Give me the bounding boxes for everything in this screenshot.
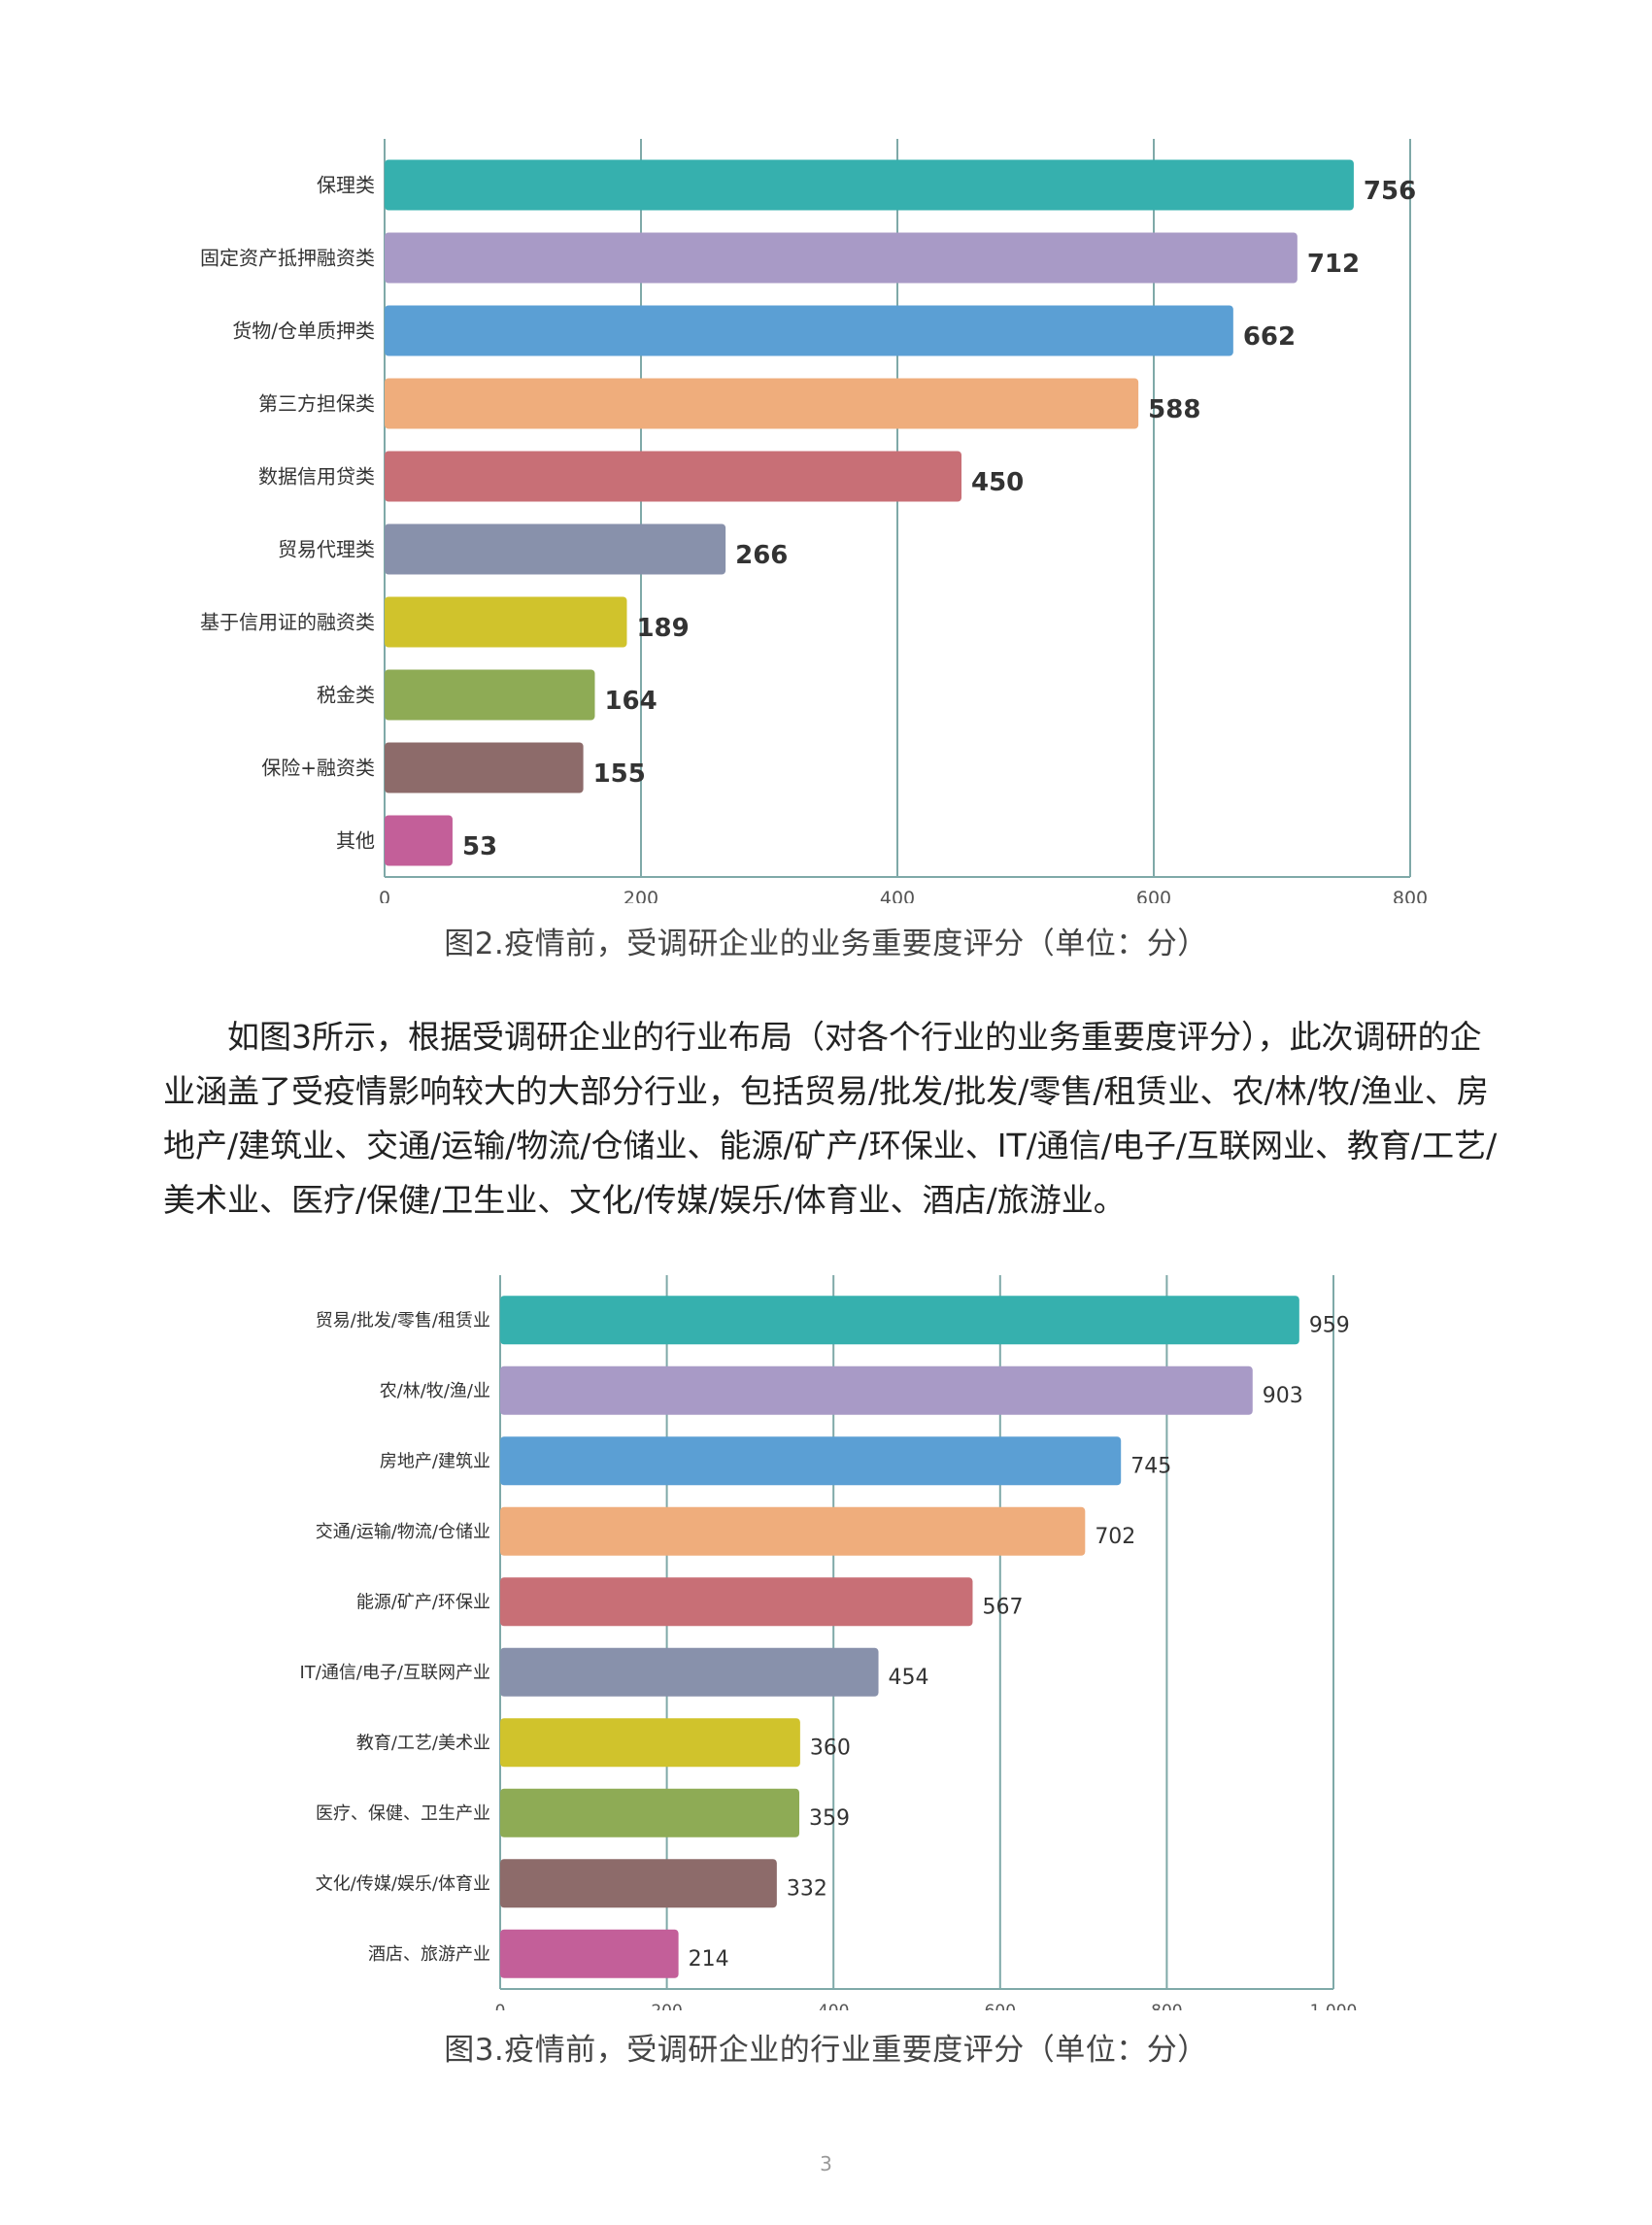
figure-2-caption: 图2.疫情前，受调研企业的业务重要度评分（单位：分） (444, 927, 1208, 961)
data-label: 164 (604, 687, 657, 716)
category-label: 基于信用证的融资类 (200, 611, 375, 634)
bar (500, 1929, 679, 1978)
category-label: 文化/传媒/娱乐/体育业 (316, 1874, 490, 1895)
category-label: 贸易/批发/零售/租赁业 (316, 1311, 490, 1332)
bar (385, 378, 1139, 429)
x-tick-label: 1,000 (1310, 2002, 1358, 2010)
x-tick-label: 400 (880, 888, 915, 903)
bar (385, 523, 726, 575)
page-number: 3 (820, 2152, 832, 2175)
data-label: 454 (889, 1666, 929, 1690)
category-label: 第三方担保类 (258, 392, 375, 416)
bar (500, 1577, 973, 1627)
category-label: 贸易代理类 (278, 538, 375, 561)
category-label: 税金类 (317, 684, 375, 707)
bar (500, 1788, 800, 1837)
bar (500, 1859, 777, 1908)
bar (385, 596, 627, 648)
bar (385, 159, 1354, 211)
x-tick-label: 800 (1151, 2002, 1182, 2010)
data-label: 450 (971, 468, 1024, 497)
data-label: 214 (689, 1947, 729, 1972)
paragraph-text: 如图3所示，根据受调研企业的行业布局（对各个行业的业务重要度评分），此次调研的企… (163, 1018, 1498, 1219)
body-paragraph: 如图3所示，根据受调研企业的行业布局（对各个行业的业务重要度评分），此次调研的企… (163, 1010, 1503, 1228)
category-label: 交通/运输/物流/仓储业 (316, 1522, 490, 1542)
category-label: 货物/仓单质押类 (232, 320, 375, 343)
category-label: 数据信用贷类 (258, 465, 375, 489)
bar (500, 1436, 1122, 1486)
category-label: 保理类 (317, 174, 375, 197)
data-label: 360 (810, 1736, 851, 1760)
data-label: 53 (462, 832, 497, 861)
x-tick-label: 600 (985, 2002, 1016, 2010)
x-tick-label: 800 (1393, 888, 1428, 903)
data-label: 712 (1307, 250, 1360, 279)
data-label: 756 (1364, 177, 1416, 206)
data-label: 903 (1263, 1384, 1303, 1408)
figure-3-caption: 图3.疫情前，受调研企业的行业重要度评分（单位：分） (444, 2033, 1208, 2068)
data-label: 155 (593, 759, 646, 789)
bar (385, 669, 595, 721)
industry-importance-bar-chart: 0 200 400 600 800 1,000 贸易/批发/零售/租赁业 959 农/林/牧/渔… (300, 1275, 1358, 2010)
category-label: 教育/工艺/美术业 (356, 1734, 490, 1754)
data-label: 266 (735, 541, 788, 570)
data-label: 567 (982, 1595, 1023, 1619)
bar (385, 232, 1298, 284)
data-label: 189 (636, 614, 689, 643)
category-label: 酒店、旅游产业 (368, 1944, 490, 1965)
bar (500, 1365, 1253, 1415)
category-label: 保险+融资类 (261, 757, 375, 780)
x-tick-label: 400 (818, 2002, 849, 2010)
data-label: 702 (1095, 1525, 1135, 1549)
x-tick-label: 200 (651, 2002, 682, 2010)
data-label: 745 (1130, 1454, 1171, 1478)
x-tick-label: 0 (379, 888, 390, 903)
bar (500, 1296, 1299, 1345)
bar (500, 1506, 1086, 1556)
data-label: 588 (1148, 395, 1200, 424)
x-tick-label: 600 (1136, 888, 1171, 903)
data-label: 959 (1309, 1313, 1350, 1337)
category-label: 医疗、保健、卫生产业 (316, 1804, 490, 1824)
category-label: IT/通信/电子/互联网产业 (300, 1663, 491, 1683)
data-label: 332 (787, 1876, 827, 1901)
data-label: 662 (1243, 322, 1296, 352)
x-tick-label: 200 (624, 888, 658, 903)
category-label: 农/林/牧/渔/业 (380, 1381, 490, 1401)
category-label: 其他 (336, 829, 375, 853)
bar (385, 742, 584, 793)
category-label: 固定资产抵押融资类 (200, 247, 375, 270)
x-tick-label: 0 (495, 2002, 506, 2010)
business-importance-bar-chart: 0 200 400 600 800 保理类 756 固定资产抵押融资类 712 货物/仓单质押类 6… (200, 139, 1428, 903)
bar (500, 1647, 879, 1697)
bar (385, 815, 453, 866)
data-label: 359 (809, 1806, 850, 1831)
category-label: 房地产/建筑业 (380, 1452, 490, 1472)
bar (385, 305, 1233, 356)
bar (385, 451, 961, 502)
category-label: 能源/矿产/环保业 (356, 1593, 490, 1613)
bar (500, 1718, 800, 1768)
